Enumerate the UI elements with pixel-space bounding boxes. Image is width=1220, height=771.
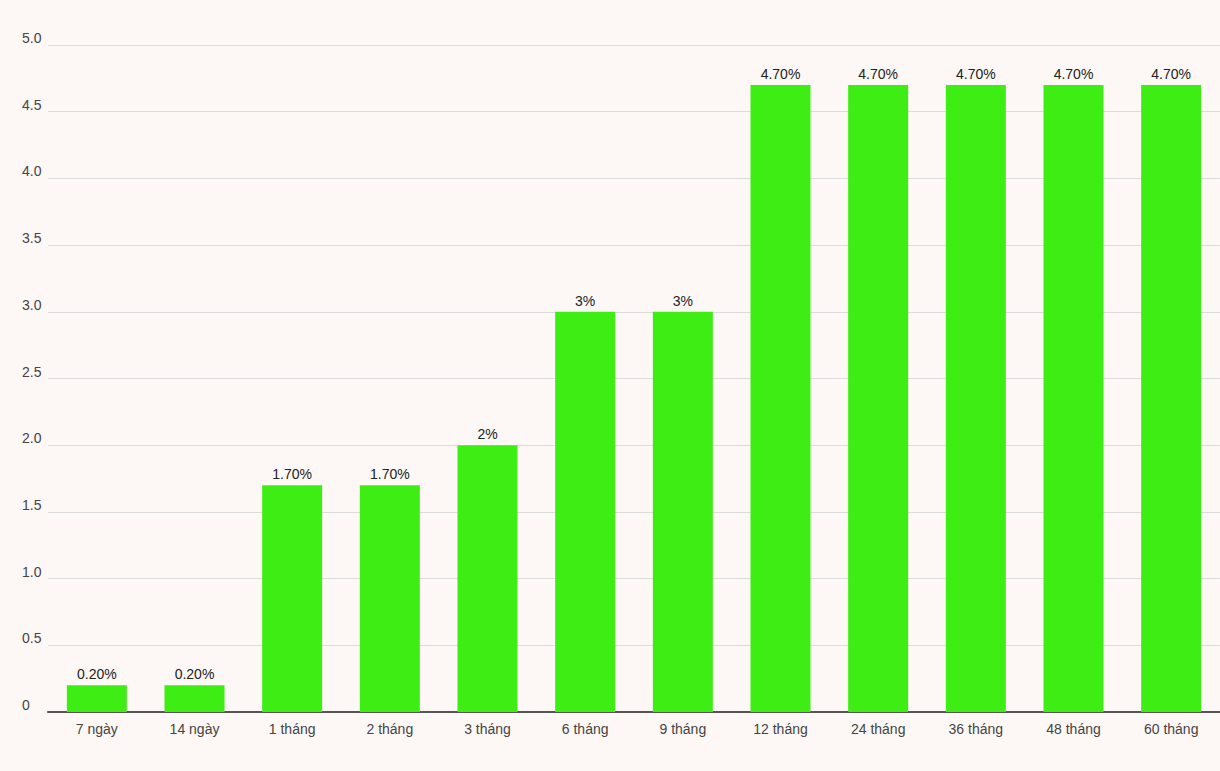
svg-text:36 tháng: 36 tháng: [949, 721, 1004, 737]
svg-text:4.70%: 4.70%: [956, 66, 996, 82]
svg-text:4.70%: 4.70%: [761, 66, 801, 82]
svg-text:3.5: 3.5: [22, 230, 42, 246]
svg-text:3.0: 3.0: [22, 297, 42, 313]
svg-text:48 tháng: 48 tháng: [1046, 721, 1101, 737]
svg-text:60 tháng: 60 tháng: [1144, 721, 1199, 737]
svg-text:12 tháng: 12 tháng: [753, 721, 808, 737]
svg-text:24 tháng: 24 tháng: [851, 721, 906, 737]
svg-text:2.0: 2.0: [22, 430, 42, 446]
svg-text:0.5: 0.5: [22, 630, 42, 646]
svg-text:4.70%: 4.70%: [1054, 66, 1094, 82]
svg-text:1.70%: 1.70%: [272, 466, 312, 482]
svg-text:4.0: 4.0: [22, 163, 42, 179]
svg-text:9 tháng: 9 tháng: [659, 721, 706, 737]
svg-text:3%: 3%: [575, 293, 595, 309]
svg-text:0.20%: 0.20%: [77, 666, 117, 682]
svg-text:5.0: 5.0: [22, 30, 42, 46]
svg-text:2.5: 2.5: [22, 364, 42, 380]
svg-text:3%: 3%: [673, 293, 693, 309]
svg-text:1.0: 1.0: [22, 564, 42, 580]
svg-text:1 tháng: 1 tháng: [269, 721, 316, 737]
svg-text:2%: 2%: [477, 426, 497, 442]
svg-text:4.70%: 4.70%: [858, 66, 898, 82]
svg-text:6 tháng: 6 tháng: [562, 721, 609, 737]
svg-text:1.5: 1.5: [22, 497, 42, 513]
svg-text:2 tháng: 2 tháng: [366, 721, 413, 737]
svg-text:4.70%: 4.70%: [1151, 66, 1191, 82]
svg-text:4.5: 4.5: [22, 97, 42, 113]
svg-text:1.70%: 1.70%: [370, 466, 410, 482]
svg-text:7 ngày: 7 ngày: [76, 721, 118, 737]
svg-text:0.20%: 0.20%: [175, 666, 215, 682]
svg-text:0: 0: [22, 697, 30, 713]
svg-text:14 ngày: 14 ngày: [170, 721, 220, 737]
svg-text:3 tháng: 3 tháng: [464, 721, 511, 737]
